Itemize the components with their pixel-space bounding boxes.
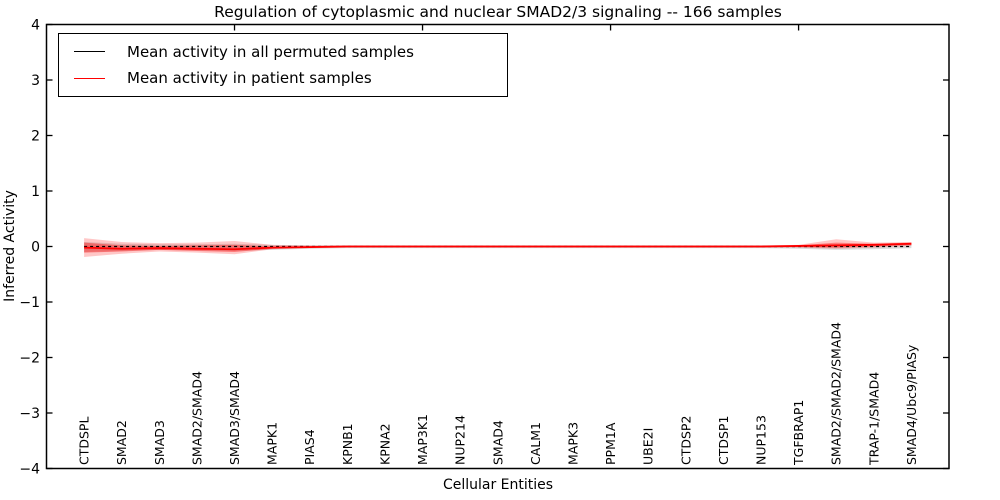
y-tick-label: −2 <box>19 351 40 367</box>
patient-samples-spread-inner-band <box>84 242 912 253</box>
entity-tick-label: MAPK3 <box>565 422 580 465</box>
legend-label-patient: Mean activity in patient samples <box>127 69 372 88</box>
permuted-line-swatch <box>74 51 105 53</box>
y-tick-label: 0 <box>31 240 40 256</box>
y-tick-label: −3 <box>19 406 40 422</box>
entity-tick-label: TRAP-1/SMAD4 <box>866 372 881 466</box>
entity-tick-label: UBE2I <box>641 428 656 465</box>
legend-item-patient: Mean activity in patient samples <box>59 69 507 87</box>
entity-tick-label: SMAD3/SMAD4 <box>227 371 242 465</box>
entity-tick-label: SMAD4/Ubc9/PIASy <box>904 344 919 465</box>
legend-item-permuted: Mean activity in all permuted samples <box>59 43 507 61</box>
entity-tick-label: NUP214 <box>453 415 468 465</box>
entity-tick-label: MAPK1 <box>265 422 280 465</box>
patient-samples-spread-outer-band <box>84 238 912 258</box>
patient-mean-line <box>84 242 912 251</box>
chart-title: Regulation of cytoplasmic and nuclear SM… <box>214 3 782 21</box>
y-tick-label: 4 <box>31 18 40 34</box>
entity-tick-label: CALM1 <box>528 422 543 465</box>
legend: Mean activity in all permuted samples Me… <box>58 33 508 97</box>
entity-tick-label: CTDSPL <box>77 417 92 465</box>
y-axis-label: Inferred Activity <box>2 190 18 302</box>
entity-tick-label: NUP153 <box>753 415 768 465</box>
entity-tick-label: SMAD2 <box>114 420 129 465</box>
entity-tick-label: SMAD3 <box>152 420 167 465</box>
entity-tick-label: SMAD2/SMAD4 <box>189 371 204 465</box>
x-axis-label: Cellular Entities <box>442 477 554 493</box>
entity-tick-label: SMAD4 <box>490 420 505 465</box>
entity-tick-label: KPNA2 <box>377 423 392 465</box>
y-tick-label: −4 <box>19 462 40 478</box>
entity-tick-label: MAP3K1 <box>415 414 430 465</box>
y-tick-label: 2 <box>31 129 40 145</box>
entity-tick-label: CTDSP1 <box>716 416 731 465</box>
y-tick-label: 1 <box>31 184 40 200</box>
patient-line-swatch <box>74 77 105 79</box>
entity-tick-label: PPM1A <box>603 422 618 465</box>
entity-tick-label: KPNB1 <box>340 423 355 465</box>
legend-label-permuted: Mean activity in all permuted samples <box>127 42 414 61</box>
entity-tick-label: TGFBRAP1 <box>791 400 806 466</box>
entity-tick-label: CTDSP2 <box>678 416 693 465</box>
y-tick-label: 3 <box>31 73 40 89</box>
entity-tick-label: PIAS4 <box>302 429 317 465</box>
y-tick-label: −1 <box>19 295 40 311</box>
entity-tick-label: SMAD2/SMAD2/SMAD4 <box>829 322 844 465</box>
